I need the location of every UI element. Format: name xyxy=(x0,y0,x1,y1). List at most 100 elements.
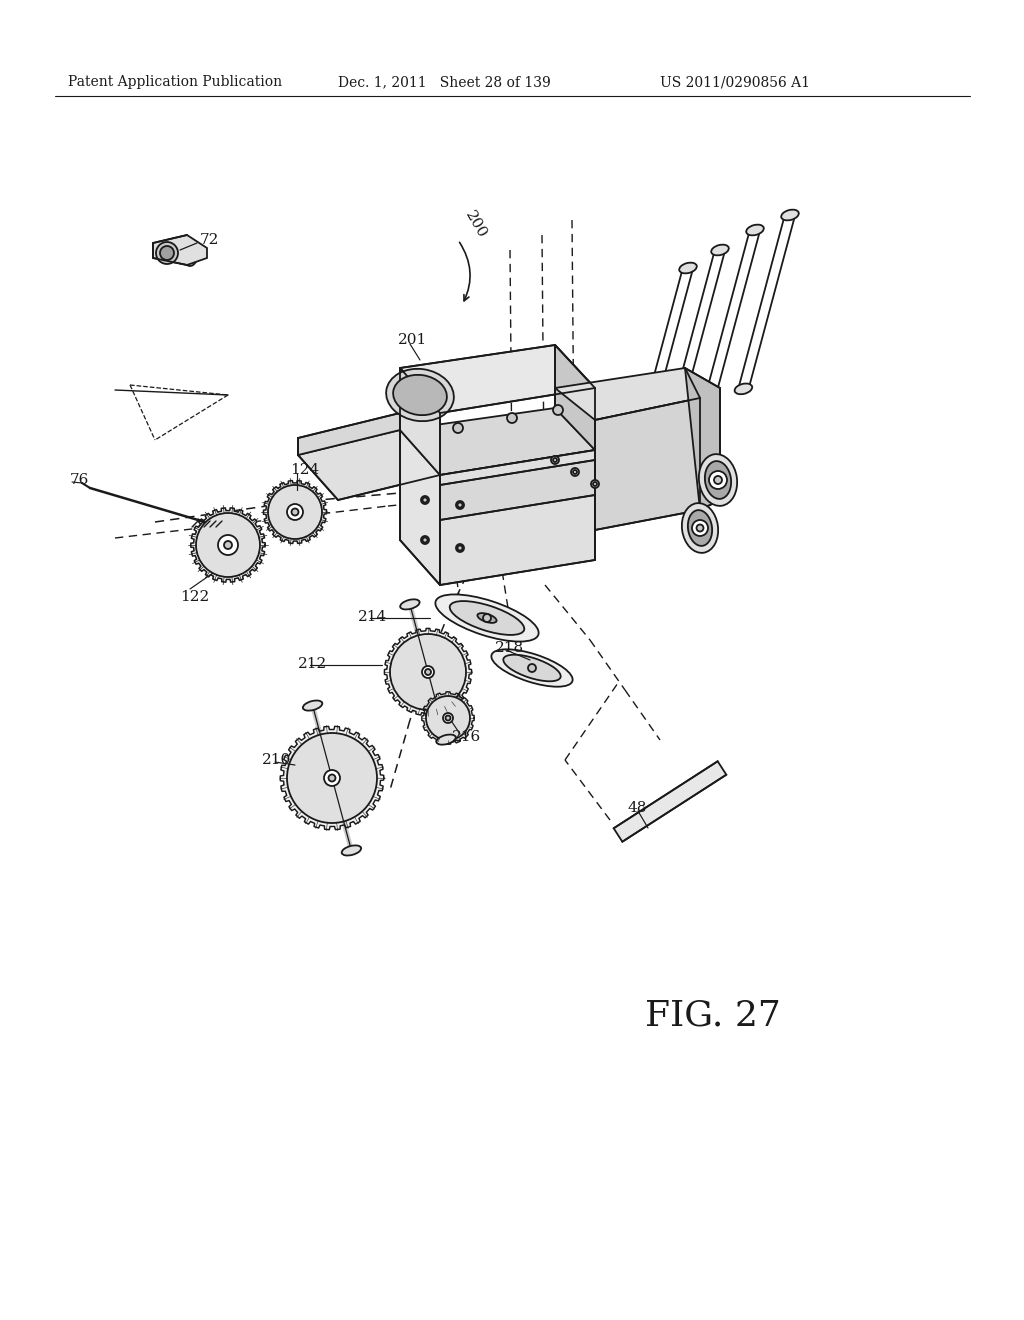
Polygon shape xyxy=(422,692,474,744)
Polygon shape xyxy=(400,345,595,413)
Ellipse shape xyxy=(450,601,524,635)
Ellipse shape xyxy=(400,599,420,610)
Polygon shape xyxy=(153,235,207,265)
Ellipse shape xyxy=(504,655,561,681)
Text: 48: 48 xyxy=(628,801,647,814)
Polygon shape xyxy=(627,267,693,482)
Text: 124: 124 xyxy=(290,463,319,477)
Circle shape xyxy=(593,482,597,486)
Ellipse shape xyxy=(656,447,675,458)
Ellipse shape xyxy=(623,475,640,486)
Text: 212: 212 xyxy=(298,657,328,671)
Polygon shape xyxy=(298,413,400,455)
Circle shape xyxy=(483,614,490,622)
Polygon shape xyxy=(440,459,595,520)
Polygon shape xyxy=(400,430,440,585)
Ellipse shape xyxy=(705,461,731,499)
Ellipse shape xyxy=(435,594,539,642)
Circle shape xyxy=(390,634,466,710)
Circle shape xyxy=(553,405,563,414)
Circle shape xyxy=(528,664,536,672)
Ellipse shape xyxy=(746,224,764,235)
Ellipse shape xyxy=(160,246,174,260)
Text: 72: 72 xyxy=(200,234,219,247)
Circle shape xyxy=(324,770,340,785)
Polygon shape xyxy=(298,430,440,500)
Polygon shape xyxy=(738,214,795,391)
Circle shape xyxy=(456,544,464,552)
Text: US 2011/0290856 A1: US 2011/0290856 A1 xyxy=(660,75,810,88)
Circle shape xyxy=(425,669,431,675)
Circle shape xyxy=(422,667,434,678)
Circle shape xyxy=(287,733,377,822)
Circle shape xyxy=(445,715,451,721)
Ellipse shape xyxy=(342,845,361,855)
Ellipse shape xyxy=(695,413,714,424)
Circle shape xyxy=(696,524,703,532)
Ellipse shape xyxy=(682,503,718,553)
Circle shape xyxy=(292,508,299,516)
Ellipse shape xyxy=(436,734,456,744)
Polygon shape xyxy=(595,399,700,531)
Circle shape xyxy=(421,496,429,504)
Circle shape xyxy=(456,502,464,510)
Circle shape xyxy=(458,503,463,507)
Circle shape xyxy=(458,545,463,550)
Circle shape xyxy=(423,498,427,503)
Polygon shape xyxy=(685,368,720,510)
Polygon shape xyxy=(660,248,725,454)
Circle shape xyxy=(551,455,559,465)
Ellipse shape xyxy=(688,510,712,546)
Circle shape xyxy=(453,422,463,433)
Circle shape xyxy=(709,471,727,488)
Circle shape xyxy=(573,470,577,474)
Circle shape xyxy=(426,696,470,741)
Circle shape xyxy=(218,535,238,554)
Circle shape xyxy=(224,541,232,549)
Circle shape xyxy=(268,484,322,539)
Text: 216: 216 xyxy=(452,730,481,744)
Polygon shape xyxy=(400,368,440,475)
Polygon shape xyxy=(613,762,726,842)
Polygon shape xyxy=(263,480,327,544)
Ellipse shape xyxy=(477,612,497,623)
Circle shape xyxy=(714,477,722,484)
Ellipse shape xyxy=(492,649,572,686)
Circle shape xyxy=(287,504,303,520)
Text: Patent Application Publication: Patent Application Publication xyxy=(68,75,283,88)
Polygon shape xyxy=(190,508,265,582)
Circle shape xyxy=(421,536,429,544)
Polygon shape xyxy=(440,450,595,585)
Ellipse shape xyxy=(386,368,454,421)
Polygon shape xyxy=(281,726,384,830)
Circle shape xyxy=(196,513,260,577)
Circle shape xyxy=(329,775,336,781)
Polygon shape xyxy=(699,228,760,420)
Polygon shape xyxy=(400,408,595,475)
Polygon shape xyxy=(555,368,700,420)
Circle shape xyxy=(591,480,599,488)
Polygon shape xyxy=(384,628,472,715)
Ellipse shape xyxy=(734,384,753,395)
Text: 76: 76 xyxy=(70,473,89,487)
Circle shape xyxy=(507,413,517,422)
Circle shape xyxy=(571,469,579,477)
Ellipse shape xyxy=(303,701,323,710)
Circle shape xyxy=(692,520,708,536)
Circle shape xyxy=(443,713,453,723)
Circle shape xyxy=(423,537,427,543)
Polygon shape xyxy=(555,345,595,450)
Ellipse shape xyxy=(182,240,198,267)
Ellipse shape xyxy=(781,210,799,220)
Text: 200: 200 xyxy=(462,209,488,242)
Text: FIG. 27: FIG. 27 xyxy=(645,998,780,1032)
Ellipse shape xyxy=(712,244,729,255)
Text: 218: 218 xyxy=(495,642,524,655)
Ellipse shape xyxy=(156,242,178,264)
Text: 210: 210 xyxy=(262,752,291,767)
Text: 201: 201 xyxy=(398,333,427,347)
Circle shape xyxy=(553,458,557,462)
Ellipse shape xyxy=(698,454,737,506)
Text: 214: 214 xyxy=(358,610,387,624)
Ellipse shape xyxy=(679,263,696,273)
